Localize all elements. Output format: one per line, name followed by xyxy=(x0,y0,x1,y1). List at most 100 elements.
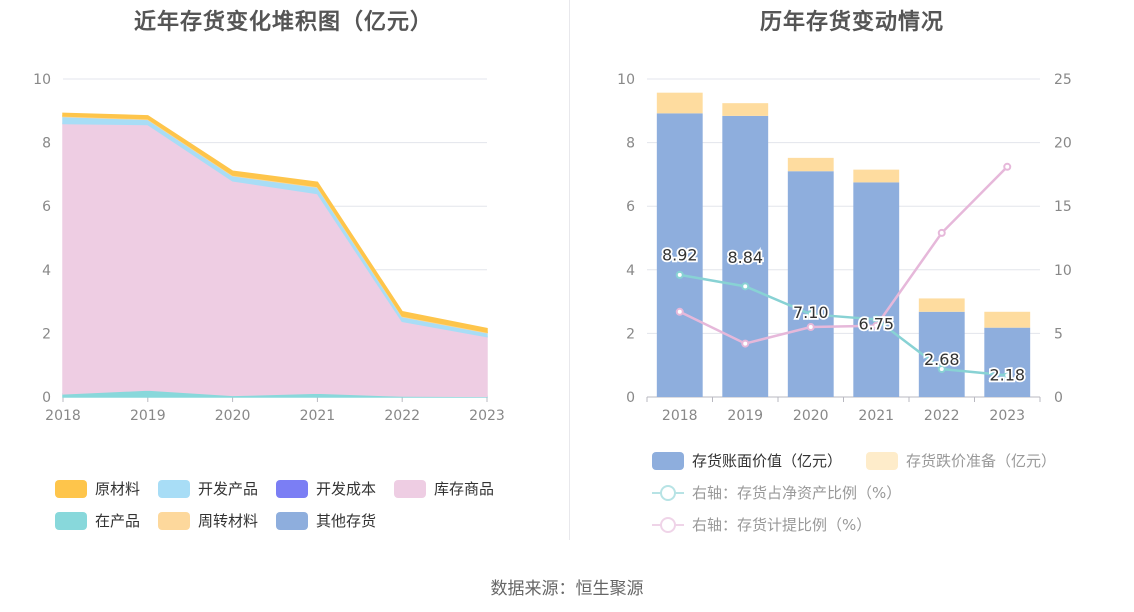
y2-tick-label: 15 xyxy=(1054,199,1072,215)
legend-swatch xyxy=(866,451,898,470)
x-tick-label: 2020 xyxy=(215,408,251,424)
legend-item[interactable]: 开发产品 xyxy=(158,478,258,499)
stacked-area-panel: 近年存货变化堆积图（亿元） 0 2 4 6 8 10 2018 2019 2020 2021 202… xyxy=(0,0,567,560)
legend-label: 原材料 xyxy=(95,480,141,498)
bar xyxy=(787,157,834,172)
bar xyxy=(787,171,834,397)
line-point xyxy=(806,310,815,319)
area-series xyxy=(62,122,488,398)
legend-item[interactable]: 其他存货 xyxy=(276,510,376,531)
legend-swatch xyxy=(55,479,87,498)
legend-swatch xyxy=(158,511,190,530)
legend-label: 周转材料 xyxy=(198,512,259,530)
y-tick-label: 0 xyxy=(626,390,635,406)
bar xyxy=(853,182,900,397)
legend-item[interactable]: 右轴：存货占净资产比例（%） xyxy=(652,482,901,503)
bar xyxy=(918,311,965,397)
legend-label: 开发成本 xyxy=(316,480,377,498)
legend-item[interactable]: 在产品 xyxy=(55,510,140,531)
legend-label: 存货账面价值（亿元） xyxy=(692,452,843,470)
right-chart-title: 历年存货变动情况 xyxy=(759,10,944,35)
data-label: 2.18 xyxy=(989,366,1025,385)
y-tick-label: 10 xyxy=(33,72,51,88)
data-source: 数据来源：恒生聚源 xyxy=(490,579,644,599)
legend-swatch xyxy=(55,511,87,530)
bar-line-panel: 历年存货变动情况 0 0 2 5 4 10 6 15 8 20 10 25 2018 2019 2020 20… xyxy=(570,0,1134,560)
right-legend: 存货账面价值（亿元） 存货跌价准备（亿元） 右轴：存货占净资产比例（%） 右轴：存货计… xyxy=(570,446,1134,546)
y-tick-label: 8 xyxy=(626,136,635,152)
legend-swatch xyxy=(652,516,684,534)
legend-swatch xyxy=(276,511,308,530)
x-tick-label: 2018 xyxy=(45,408,81,424)
x-tick-label: 2023 xyxy=(989,408,1025,424)
bar xyxy=(984,311,1031,328)
bar xyxy=(722,115,769,397)
y-tick-label: 6 xyxy=(42,199,51,215)
line-point xyxy=(806,323,815,332)
line-point xyxy=(675,307,684,316)
left-chart-title: 近年存货变化堆积图（亿元） xyxy=(133,10,433,35)
legend-item[interactable]: 原材料 xyxy=(55,478,140,499)
legend-label: 其他存货 xyxy=(316,512,377,530)
line-point xyxy=(937,228,946,237)
legend-label: 库存商品 xyxy=(434,480,495,498)
y2-tick-label: 20 xyxy=(1054,136,1072,152)
legend-label: 右轴：存货占净资产比例（%） xyxy=(692,484,902,502)
y-tick-label: 4 xyxy=(42,263,51,279)
data-label: 2.68 xyxy=(924,350,960,369)
x-tick-label: 2021 xyxy=(858,408,894,424)
legend-swatch xyxy=(394,479,426,498)
bar xyxy=(918,298,965,312)
bar xyxy=(722,103,769,116)
x-tick-label: 2022 xyxy=(384,408,420,424)
y2-tick-label: 10 xyxy=(1054,263,1072,279)
line-series xyxy=(679,273,1008,377)
legend-label: 在产品 xyxy=(95,512,141,530)
bar xyxy=(656,92,703,114)
bar xyxy=(853,169,900,183)
line-point xyxy=(741,282,750,291)
line-point xyxy=(937,365,946,374)
x-tick-label: 2021 xyxy=(300,408,336,424)
data-label: 6.75 xyxy=(858,314,894,333)
y-tick-label: 2 xyxy=(42,326,51,342)
line-point xyxy=(1003,162,1012,171)
x-tick-label: 2023 xyxy=(469,408,505,424)
y-tick-label: 2 xyxy=(626,326,635,342)
line-point xyxy=(741,339,750,348)
y-tick-label: 6 xyxy=(626,199,635,215)
legend-swatch xyxy=(158,479,190,498)
y-tick-label: 10 xyxy=(617,72,635,88)
y2-tick-label: 25 xyxy=(1054,72,1072,88)
bar xyxy=(984,327,1031,397)
legend-label: 存货跌价准备（亿元） xyxy=(906,452,1057,470)
y-tick-label: 8 xyxy=(42,136,51,152)
line-point xyxy=(1003,371,1012,380)
bar xyxy=(656,113,703,398)
y2-tick-label: 5 xyxy=(1054,326,1063,342)
x-tick-label: 2022 xyxy=(924,408,960,424)
data-label: 8.84 xyxy=(727,248,763,267)
stacked-area-chart: 0 2 4 6 8 10 2018 2019 2020 2021 2022 2023 xyxy=(33,72,505,424)
x-tick-label: 2019 xyxy=(727,408,763,424)
line-point xyxy=(675,270,684,279)
line-point xyxy=(872,321,881,330)
panel-divider xyxy=(569,0,570,540)
legend-item[interactable]: 存货跌价准备（亿元） xyxy=(866,450,1056,471)
y2-tick-label: 0 xyxy=(1054,390,1063,406)
y-tick-label: 4 xyxy=(626,263,635,279)
left-legend: 原材料 开发产品 开发成本 库存商品在产品 周转材料 其他存货 xyxy=(0,478,567,538)
x-tick-label: 2018 xyxy=(662,408,698,424)
legend-item[interactable]: 开发成本 xyxy=(276,478,376,499)
legend-item[interactable]: 周转材料 xyxy=(158,510,258,531)
legend-swatch xyxy=(652,451,684,470)
legend-swatch xyxy=(276,479,308,498)
legend-label: 右轴：存货计提比例（%） xyxy=(692,516,872,534)
x-tick-label: 2020 xyxy=(793,408,829,424)
data-label: 8.92 xyxy=(662,245,698,264)
legend-item[interactable]: 存货账面价值（亿元） xyxy=(652,450,842,471)
legend-label: 开发产品 xyxy=(198,480,259,498)
legend-item[interactable]: 库存商品 xyxy=(394,478,494,499)
legend-item[interactable]: 右轴：存货计提比例（%） xyxy=(652,514,871,535)
